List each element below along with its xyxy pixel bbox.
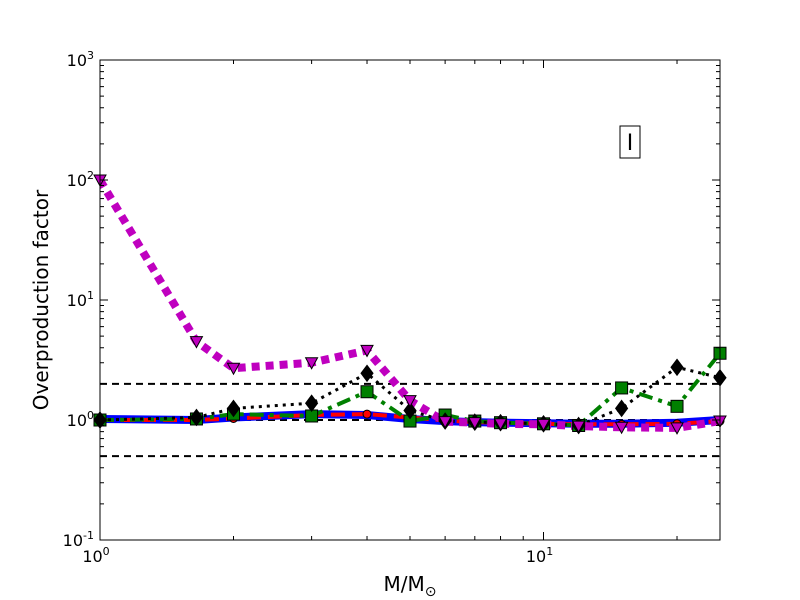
data-point [403,401,417,420]
x-axis-title: M/M⊙ [384,572,437,600]
series-markers [93,174,727,435]
data-point [493,418,508,431]
panel-label-box: I [619,125,641,159]
data-point [304,394,319,413]
data-point [670,399,684,413]
data-point [189,408,204,427]
data-point [614,421,629,435]
y-tick-label: 103 [67,49,94,70]
data-point [362,409,372,419]
y-tick-label: 101 [67,289,94,310]
data-point [438,416,452,429]
data-point [670,358,684,377]
data-point [360,385,374,399]
y-axis: 10-1 100 101 102 103 [63,49,720,550]
x-tick-label: 100 [82,545,109,566]
data-point [467,417,482,430]
series-line [100,177,720,432]
data-point [614,399,629,418]
data-point [571,420,586,434]
y-axis-title: Overproduction factor [29,189,53,410]
x-tick-label: 101 [526,545,553,566]
plot-background [100,60,720,540]
data-point [189,336,204,349]
data-point [360,344,374,358]
data-point [536,418,551,432]
y-tick-label: 10-1 [63,529,94,550]
data-point [670,422,684,435]
series-lines [100,177,720,432]
data-point [304,357,319,370]
data-point [403,395,417,408]
y-tick-label: 102 [67,169,94,190]
panel-label: I [627,131,634,156]
x-axis: 100 101 [82,60,678,566]
data-point [360,364,374,383]
data-point [615,381,629,395]
series-line [100,351,720,428]
y-tick-label: 100 [67,409,94,430]
data-point [226,362,241,376]
data-point [226,399,241,418]
